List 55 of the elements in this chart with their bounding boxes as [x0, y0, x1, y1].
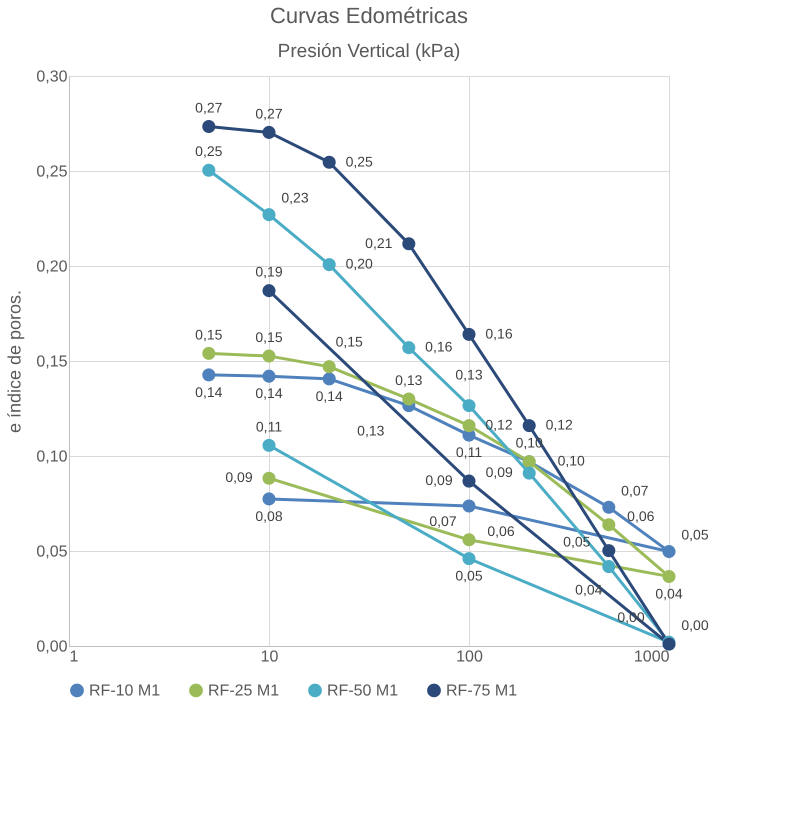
- data-label: 0,11: [456, 444, 482, 460]
- data-label: 0,11: [256, 418, 282, 434]
- legend-label: RF-50 M1: [327, 682, 398, 700]
- data-label: 0,20: [346, 256, 374, 272]
- data-label: 0,12: [546, 416, 574, 433]
- x-tick-label: 1000: [634, 648, 670, 666]
- data-label: 0,05: [681, 526, 709, 543]
- y-tick-label: 0,00: [36, 638, 68, 656]
- data-label: 0,00: [681, 617, 709, 634]
- data-label: 0,04: [575, 582, 603, 598]
- data-label: 0,27: [195, 100, 223, 116]
- data-label: 0,09: [425, 472, 453, 488]
- y-tick-label: 0,20: [36, 258, 68, 276]
- data-label: 0,14: [195, 384, 223, 400]
- data-label: 0,25: [346, 153, 374, 170]
- x-axis-title: Presión Vertical (kPa): [278, 41, 460, 62]
- x-tick-label: 100: [456, 648, 483, 666]
- y-axis-title: e índice de poros.: [4, 290, 24, 434]
- data-label: 0,04: [655, 585, 683, 602]
- data-label: 0,09: [486, 464, 514, 480]
- y-tick-label: 0,30: [36, 68, 68, 86]
- legend-label: RF-25 M1: [208, 682, 280, 700]
- data-label: 0,07: [429, 512, 457, 529]
- x-tick-label: 1: [70, 648, 78, 666]
- data-label: 0,07: [621, 482, 649, 498]
- data-label: 0,09: [225, 469, 253, 486]
- legend-label: RF-10 M1: [89, 682, 160, 700]
- data-label: 0,15: [255, 329, 283, 346]
- data-label: 0,13: [357, 422, 385, 439]
- data-label: 0,13: [455, 366, 483, 383]
- data-label: 0,06: [487, 522, 515, 539]
- y-tick-label: 0,05: [36, 544, 68, 560]
- data-label: 0,25: [195, 143, 223, 160]
- data-label: 0,08: [255, 508, 283, 524]
- data-label: 0,16: [425, 338, 453, 355]
- data-label: 0,21: [365, 234, 393, 251]
- legend-label: RF-75 M1: [446, 682, 518, 700]
- data-label: 0,12: [485, 416, 513, 433]
- data-label: 0,15: [195, 326, 223, 342]
- data-label: 0,10: [558, 452, 586, 469]
- data-label: 0,13: [395, 372, 423, 388]
- x-tick-label: 10: [260, 648, 278, 666]
- y-tick-label: 0,25: [36, 164, 68, 180]
- y-tick-label: 0,10: [36, 448, 68, 466]
- data-label: 0,05: [455, 568, 483, 584]
- data-label: 0,06: [627, 508, 655, 524]
- data-label: 0,16: [485, 325, 513, 342]
- data-label: 0,14: [316, 388, 344, 404]
- chart-title: Curvas Edométricas: [270, 3, 468, 28]
- y-tick-label: 0,15: [36, 354, 68, 370]
- data-label: 0,27: [255, 105, 283, 122]
- data-label: 0,15: [336, 334, 364, 350]
- data-label: 0,23: [281, 190, 309, 206]
- data-label: 0,14: [255, 385, 283, 402]
- data-label: 0,19: [255, 264, 283, 280]
